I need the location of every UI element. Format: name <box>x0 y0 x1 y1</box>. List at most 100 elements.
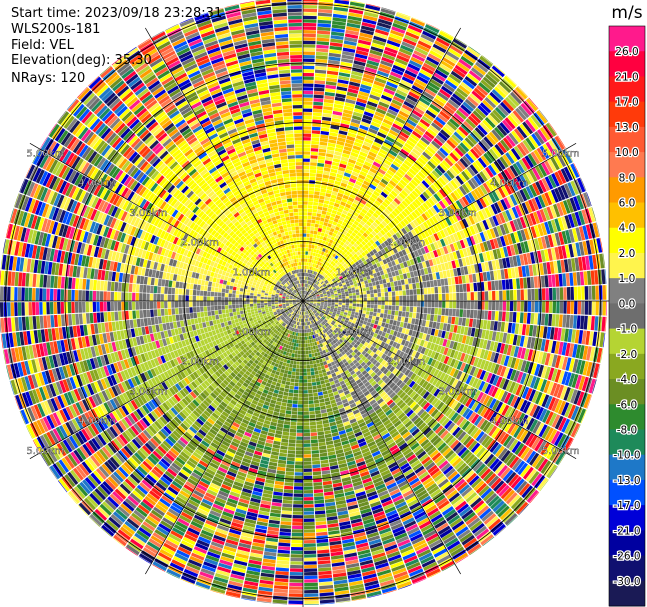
velocity-gate <box>484 117 496 129</box>
velocity-gate <box>391 286 395 292</box>
velocity-gate <box>430 350 436 359</box>
velocity-gate <box>489 239 496 250</box>
velocity-gate <box>405 284 410 290</box>
velocity-gate <box>410 18 426 27</box>
velocity-gate <box>407 253 413 260</box>
velocity-gate <box>433 250 439 258</box>
velocity-gate <box>456 342 462 351</box>
velocity-gate <box>425 274 430 281</box>
velocity-gate <box>532 420 542 434</box>
velocity-gate <box>544 395 553 409</box>
velocity-gate <box>310 364 314 369</box>
velocity-gate <box>339 313 344 317</box>
velocity-gate <box>342 303 346 306</box>
velocity-gate <box>481 382 489 393</box>
velocity-gate <box>325 215 331 220</box>
velocity-gate <box>501 279 506 290</box>
velocity-gate <box>313 98 324 103</box>
velocity-gate <box>332 253 337 258</box>
velocity-gate <box>549 205 557 219</box>
velocity-gate <box>473 234 479 244</box>
velocity-gate <box>343 286 348 290</box>
velocity-gate <box>504 117 516 130</box>
velocity-gate <box>303 87 314 91</box>
velocity-gate <box>324 364 329 369</box>
velocity-gate <box>386 344 392 351</box>
velocity-gate <box>318 258 322 262</box>
velocity-gate <box>532 325 537 337</box>
velocity-gate <box>551 414 561 428</box>
velocity-gate <box>521 324 527 336</box>
velocity-gate <box>373 35 387 43</box>
velocity-gate <box>476 243 482 254</box>
velocity-gate <box>588 301 592 315</box>
velocity-gate <box>386 205 394 213</box>
velocity-gate <box>333 6 349 12</box>
velocity-gate <box>399 179 408 187</box>
velocity-gate <box>303 187 309 191</box>
velocity-gate <box>345 293 349 297</box>
velocity-gate <box>307 212 312 216</box>
velocity-gate <box>312 385 317 390</box>
velocity-gate <box>384 172 393 180</box>
velocity-gate <box>328 135 338 141</box>
velocity-gate <box>416 288 421 295</box>
velocity-gate <box>483 350 489 360</box>
velocity-gate <box>558 355 565 370</box>
velocity-gate <box>530 376 537 389</box>
velocity-gate <box>525 324 530 336</box>
velocity-gate <box>355 217 362 223</box>
velocity-gate <box>346 315 351 319</box>
velocity-gate <box>310 158 318 163</box>
velocity-gate <box>387 222 394 229</box>
velocity-gate <box>499 224 507 236</box>
velocity-gate <box>326 186 333 191</box>
velocity-gate <box>540 249 546 262</box>
velocity-gate <box>340 61 353 67</box>
velocity-gate <box>359 32 373 39</box>
velocity-gate <box>374 200 381 207</box>
velocity-gate <box>606 285 607 300</box>
velocity-gate <box>446 269 451 278</box>
velocity-gate <box>326 266 330 271</box>
velocity-gate <box>341 318 346 322</box>
velocity-gate <box>318 279 322 283</box>
velocity-gate <box>516 335 522 346</box>
velocity-gate <box>422 62 436 72</box>
velocity-gate <box>348 84 360 91</box>
velocity-gate <box>503 169 513 181</box>
velocity-gate <box>323 278 327 282</box>
velocity-gate <box>312 305 316 308</box>
velocity-gate <box>419 69 433 78</box>
velocity-gate <box>409 289 414 295</box>
velocity-gate <box>396 321 401 327</box>
velocity-gate <box>513 243 519 255</box>
velocity-gate <box>372 118 382 125</box>
velocity-gate <box>372 39 386 46</box>
velocity-gate <box>385 318 390 324</box>
velocity-gate <box>356 231 363 238</box>
velocity-gate <box>533 211 540 224</box>
velocity-gate <box>534 288 539 300</box>
velocity-gate <box>478 253 485 263</box>
velocity-gate <box>368 233 375 239</box>
velocity-gate <box>307 269 310 273</box>
velocity-gate <box>543 380 551 394</box>
velocity-gate <box>354 104 365 111</box>
velocity-gate <box>322 248 326 252</box>
velocity-gate <box>310 162 317 166</box>
velocity-gate <box>505 135 516 147</box>
velocity-gate <box>401 249 407 256</box>
velocity-gate <box>317 288 321 292</box>
velocity-gate <box>315 51 328 56</box>
velocity-gate <box>463 120 474 132</box>
velocity-gate <box>531 301 535 313</box>
velocity-gate <box>348 158 356 165</box>
velocity-gate <box>439 322 444 330</box>
velocity-gate <box>595 205 603 221</box>
velocity-gate <box>554 218 561 232</box>
velocity-gate <box>361 246 367 252</box>
velocity-gate <box>369 124 380 132</box>
velocity-gate <box>392 320 397 326</box>
velocity-gate <box>399 587 415 596</box>
